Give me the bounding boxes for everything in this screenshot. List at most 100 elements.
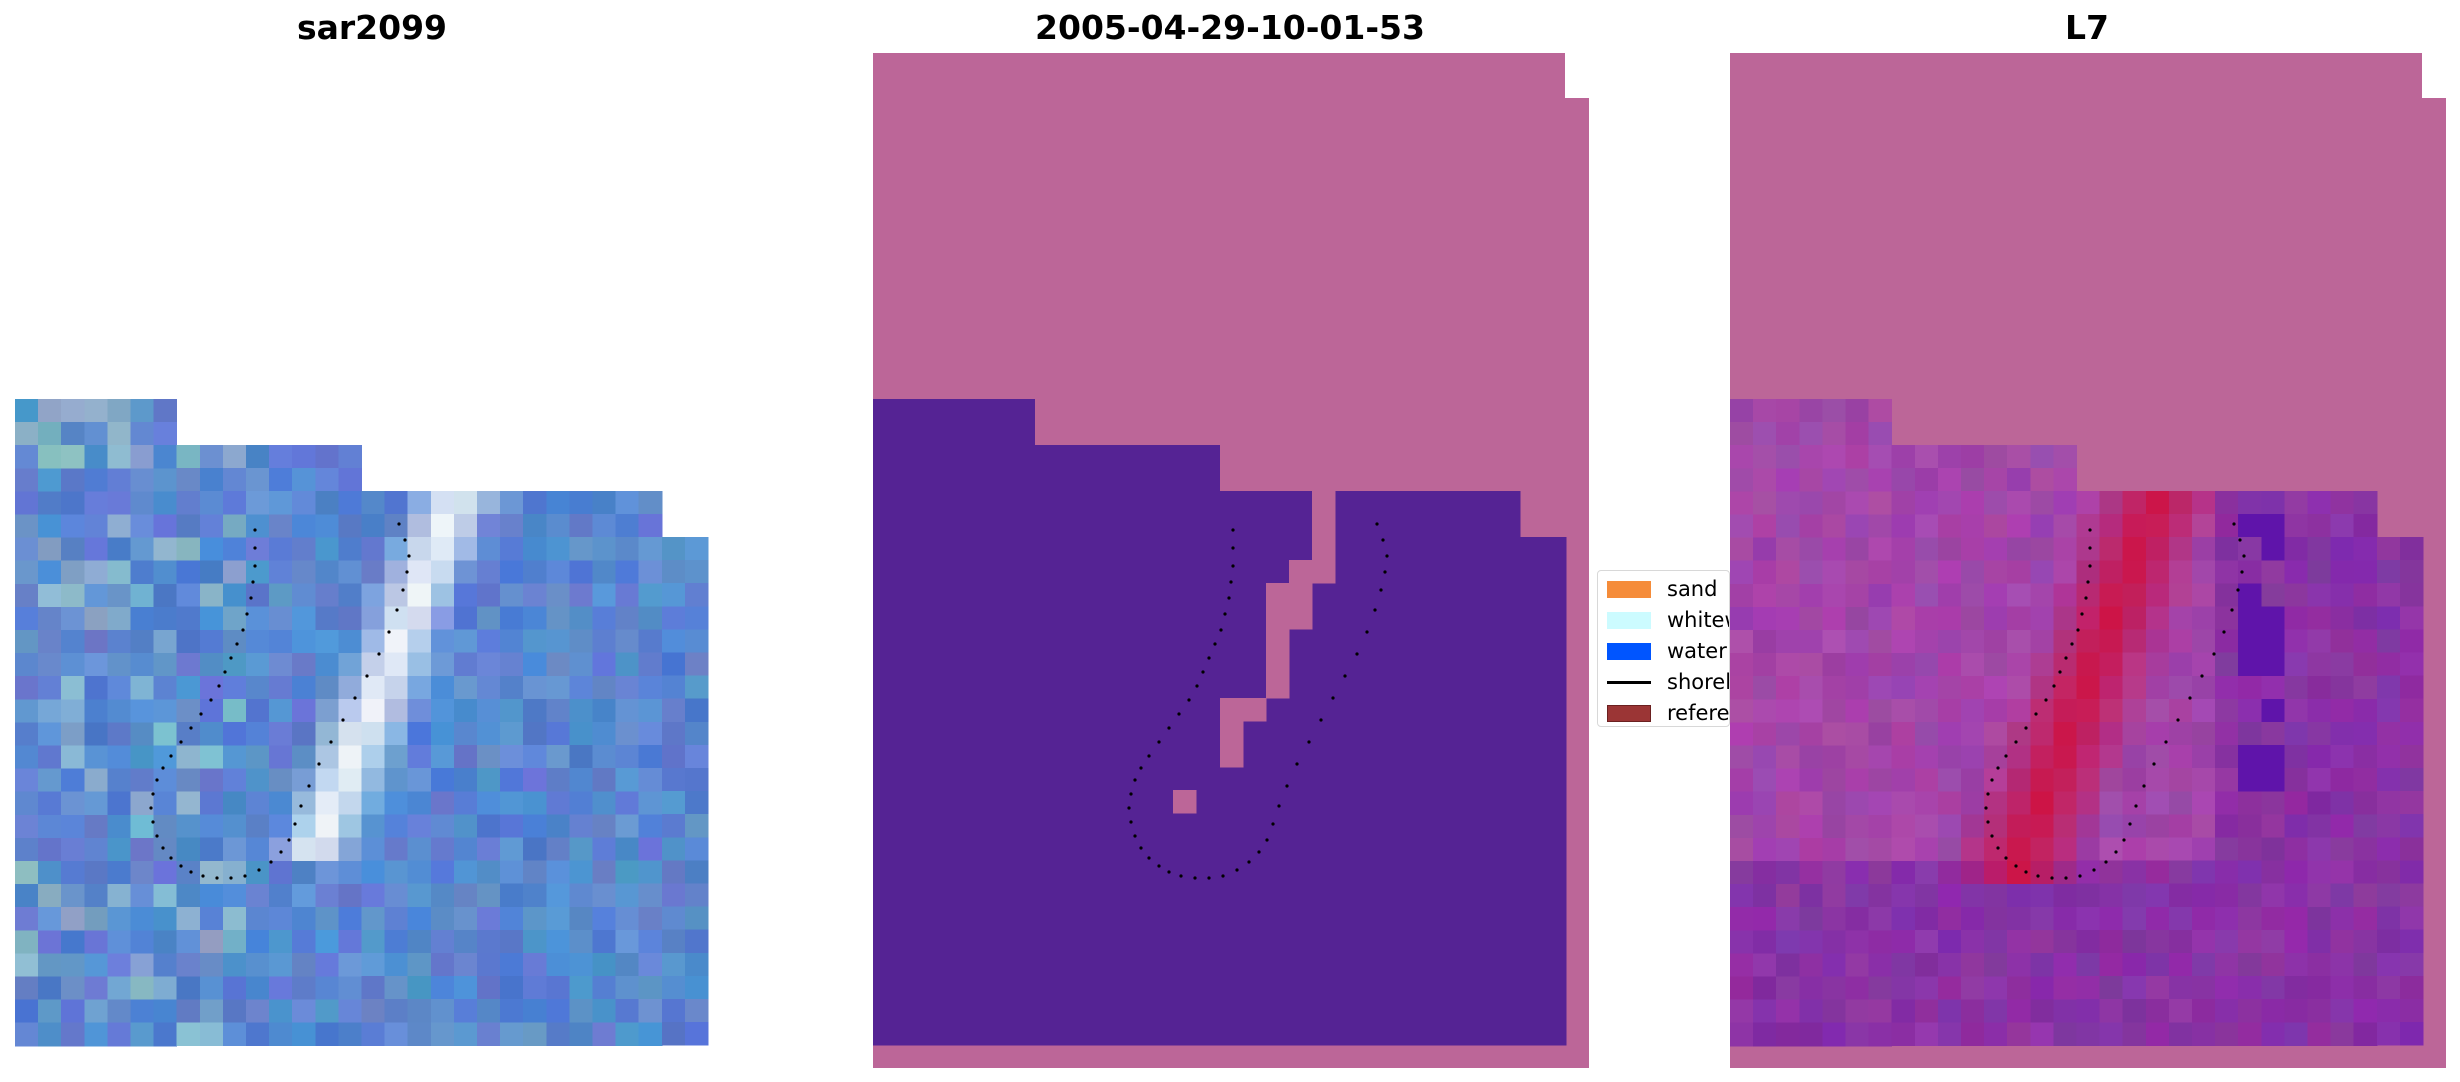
l7-pixel [2330,698,2355,723]
sar-pixel [315,768,339,792]
l7-pixel [1845,907,1870,931]
legend-item-shoreline: shoreline [1607,668,1729,696]
l7-pixel [2330,652,2355,677]
l7-pixel [2007,976,2031,1000]
l7-pixel [1891,930,1916,954]
l7-pixel [2192,953,2216,977]
shoreline-dot [1201,670,1205,674]
l7-pixel [2007,583,2031,608]
shoreline-dot [1990,778,1994,782]
sar-pixel [315,791,339,816]
sar-pixel [153,884,178,908]
l7-pixel [1845,884,1870,908]
sar-pixel [453,999,478,1023]
water-region [1104,445,1128,1046]
l7-pixel [1984,629,2008,654]
shoreline-dot [1285,784,1289,788]
l7-pixel [2007,629,2031,654]
shoreline-dot [249,596,253,600]
sar-pixel [338,629,362,654]
l7-pixel [2307,883,2332,908]
l7-pixel-grid [1730,53,2446,1068]
l7-pixel [2330,745,2355,769]
sar-pixel [638,953,663,977]
l7-pixel [1753,630,1777,654]
sar-pixel [338,722,362,746]
sar-pixel [176,468,201,492]
l7-pixel [2261,698,2285,723]
shoreline-dot [2238,538,2242,542]
l7-pixel [1799,722,1823,746]
l7-pixel [2007,860,2031,885]
l7-pixel [2261,491,2285,515]
l7-pixel [1753,768,1777,793]
l7-pixel [2238,953,2262,977]
shoreline-dot [2212,652,2216,656]
sar-pixel [384,837,409,862]
l7-pixel [2007,768,2031,792]
sar-pixel [222,722,247,746]
sar-pixel [430,953,455,977]
sar-pixel [176,745,201,769]
shoreline-dot [2080,612,2084,616]
sar-pixel [84,1022,108,1047]
water-region [1150,445,1174,1046]
sar-pixel [592,814,617,838]
shoreline-dot [1986,820,1990,824]
l7-pixel [2376,814,2401,838]
l7-pixel [1984,1022,2008,1047]
shoreline-dot [2142,784,2146,788]
sar-pixel [199,537,224,561]
sar-pixel [661,1022,686,1046]
background-region [1730,1045,2446,1068]
sar-pixel [176,837,201,862]
sar-pixel [569,791,593,815]
l7-pixel [2168,883,2193,908]
l7-pixel [1984,745,2008,769]
sar-pixel [615,652,640,677]
l7-pixel [1730,653,1754,677]
sar-pixel [500,999,524,1023]
shoreline-dot [2242,554,2246,558]
sar-pixel [84,884,108,908]
l7-pixel [2076,652,2101,677]
sar-pixel [592,514,617,538]
sar-pixel [500,953,524,977]
shoreline-dot [1231,564,1235,568]
l7-pixel [2122,583,2147,607]
l7-pixel [1753,930,1777,954]
sar-pixel [407,560,432,584]
l7-pixel [2261,999,2285,1023]
sar-pixel [38,930,62,954]
l7-pixel [1891,860,1916,885]
l7-pixel [2399,791,2424,815]
sar-pixel [130,884,155,908]
shoreline-dot [293,822,297,826]
l7-pixel [2376,768,2401,792]
shoreline-dot [2222,630,2226,634]
sar-pixel [638,837,663,862]
sar-pixel [176,976,201,1000]
shoreline-dot [2004,754,2008,758]
l7-pixel [2145,745,2170,769]
sar-pixel [61,722,85,746]
l7-pixel [2122,860,2147,885]
sar-pixel [338,699,362,723]
sar-pixel [315,606,339,631]
sar-pixel [477,929,501,954]
l7-pixel [1845,606,1870,631]
sar-pixel [292,745,316,769]
shoreline-dot [201,874,205,878]
l7-pixel [2053,930,2077,954]
legend-item-reference-shoreline: reference shoreline [1607,699,1729,726]
sar-pixel [430,514,455,538]
l7-pixel [2053,976,2077,1000]
l7-pixel [2030,560,2054,585]
shoreline-dot [1343,674,1347,678]
l7-pixel [1845,953,1870,977]
sar-pixel [269,768,293,792]
l7-pixel [2215,491,2239,515]
legend-item-water: water [1607,637,1729,665]
sar-pixel [153,814,178,839]
sar-pixel [384,814,409,838]
